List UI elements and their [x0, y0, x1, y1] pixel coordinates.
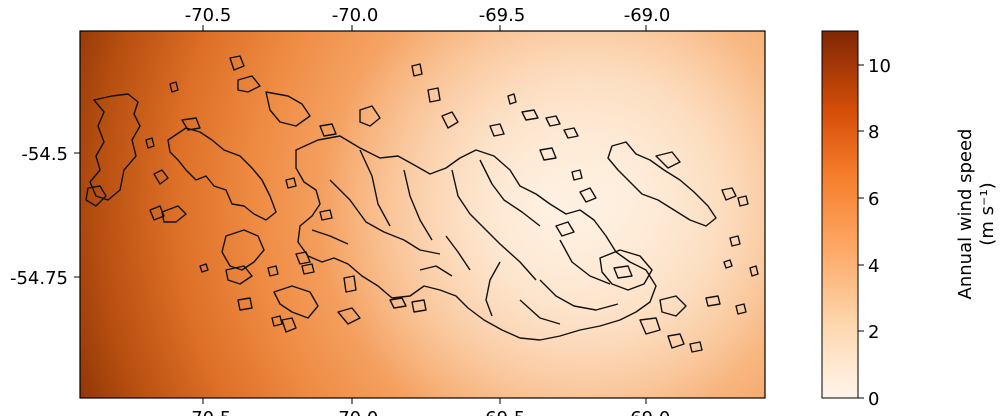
colorbar: 0 2 4 6 8 10 Annual wind speed (m s⁻¹)	[821, 30, 998, 410]
colorbar-label-line1: Annual wind speed	[955, 129, 976, 300]
colorbar-tick-8: 8	[868, 122, 879, 143]
coastline-west-central	[167, 127, 277, 221]
colorbar-tick-4: 4	[868, 256, 879, 277]
lon-tick-top-3: -69.5	[479, 5, 526, 26]
coastline-east-cluster	[607, 141, 717, 227]
colorbar-tick-2: 2	[868, 322, 879, 343]
lon-axis-top	[202, 25, 647, 31]
lon-tick-bottom-1: -70.5	[185, 408, 232, 416]
lon-axis-bottom	[202, 398, 647, 404]
colorbar-tick-6: 6	[868, 189, 879, 210]
lon-tick-bottom-3: -69.5	[479, 408, 526, 416]
lon-tick-bottom-4: -69.0	[624, 408, 671, 416]
lon-tick-top-2: -70.0	[332, 5, 379, 26]
coastline-main-island	[295, 135, 657, 341]
lat-tick-1: -54.5	[21, 144, 68, 165]
lat-axis	[74, 152, 80, 278]
colorbar-tick-10: 10	[868, 56, 891, 77]
colorbar-tick-0: 0	[868, 389, 879, 410]
coastlines	[85, 55, 759, 353]
map-frame	[79, 30, 766, 399]
lon-tick-top-1: -70.5	[185, 5, 232, 26]
colorbar-gradient	[821, 30, 859, 399]
coastline-west-island	[89, 93, 141, 201]
wind-speed-field	[80, 31, 765, 398]
lon-tick-bottom-2: -70.0	[332, 408, 379, 416]
lat-tick-2: -54.75	[10, 268, 68, 289]
lon-tick-top-4: -69.0	[624, 5, 671, 26]
colorbar-label-line2: (m s⁻¹)	[977, 182, 998, 245]
